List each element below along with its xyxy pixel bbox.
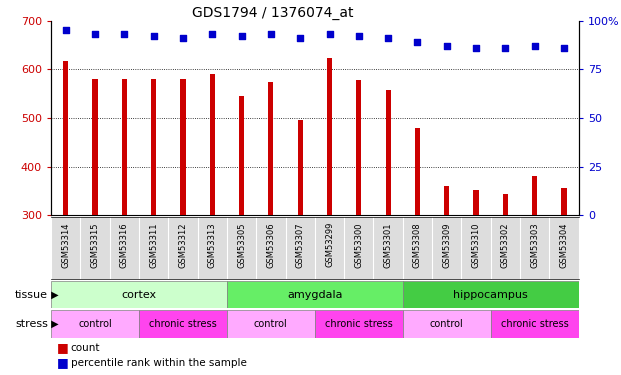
Bar [356, 80, 361, 215]
Point [501, 45, 510, 51]
Bar [561, 189, 567, 215]
Point [178, 35, 188, 41]
Text: GSM53316: GSM53316 [120, 222, 129, 268]
Text: GSM53303: GSM53303 [530, 222, 539, 268]
Point [295, 35, 305, 41]
Text: cortex: cortex [121, 290, 156, 300]
Bar [51, 281, 227, 308]
Text: chronic stress: chronic stress [325, 319, 392, 329]
Bar [227, 310, 315, 338]
Text: control: control [430, 319, 464, 329]
Point [207, 31, 217, 37]
Bar [491, 310, 579, 338]
Bar [268, 82, 273, 215]
Point [119, 31, 129, 37]
Bar [297, 120, 303, 215]
Text: GSM53315: GSM53315 [91, 222, 99, 268]
Bar [209, 74, 215, 215]
Point [412, 39, 422, 45]
Text: control: control [254, 319, 288, 329]
Text: GSM53299: GSM53299 [325, 222, 334, 267]
Bar [315, 310, 403, 338]
Point [383, 35, 393, 41]
Bar [444, 186, 450, 215]
Bar [403, 281, 579, 308]
Bar [403, 310, 491, 338]
Text: GSM53307: GSM53307 [296, 222, 305, 268]
Text: GSM53313: GSM53313 [207, 222, 217, 268]
Text: control: control [78, 319, 112, 329]
Point [90, 31, 100, 37]
Text: GDS1794 / 1376074_at: GDS1794 / 1376074_at [192, 6, 353, 20]
Bar [239, 96, 244, 215]
Bar [180, 78, 186, 215]
Text: GSM53301: GSM53301 [384, 222, 392, 268]
Text: chronic stress: chronic stress [501, 319, 569, 329]
Bar [122, 78, 127, 215]
Bar [327, 58, 332, 215]
Point [559, 45, 569, 51]
Text: percentile rank within the sample: percentile rank within the sample [71, 358, 247, 368]
Point [442, 43, 451, 49]
Bar [93, 78, 97, 215]
Bar [415, 128, 420, 215]
Text: ▶: ▶ [48, 290, 58, 300]
Bar [386, 90, 391, 215]
Bar [63, 61, 68, 215]
Bar [473, 190, 479, 215]
Text: ■: ■ [57, 356, 69, 369]
Point [61, 27, 71, 33]
Point [148, 33, 158, 39]
Point [237, 33, 247, 39]
Text: GSM53305: GSM53305 [237, 222, 246, 268]
Point [266, 31, 276, 37]
Text: stress: stress [15, 319, 48, 329]
Text: ▶: ▶ [48, 319, 58, 329]
Text: GSM53308: GSM53308 [413, 222, 422, 268]
Bar [51, 310, 139, 338]
Bar [139, 310, 227, 338]
Text: GSM53314: GSM53314 [61, 222, 70, 268]
Text: GSM53300: GSM53300 [355, 222, 363, 268]
Bar [227, 281, 403, 308]
Bar [532, 176, 537, 215]
Text: ■: ■ [57, 341, 69, 354]
Text: amygdala: amygdala [287, 290, 343, 300]
Point [530, 43, 540, 49]
Text: GSM53312: GSM53312 [178, 222, 188, 268]
Text: tissue: tissue [15, 290, 48, 300]
Text: GSM53302: GSM53302 [501, 222, 510, 268]
Bar [151, 78, 156, 215]
Text: GSM53311: GSM53311 [149, 222, 158, 268]
Bar [503, 194, 508, 215]
Text: GSM53306: GSM53306 [266, 222, 275, 268]
Text: count: count [71, 343, 101, 352]
Text: chronic stress: chronic stress [149, 319, 217, 329]
Text: hippocampus: hippocampus [453, 290, 528, 300]
Text: GSM53310: GSM53310 [471, 222, 481, 268]
Point [471, 45, 481, 51]
Text: GSM53304: GSM53304 [560, 222, 569, 268]
Point [325, 31, 335, 37]
Text: GSM53309: GSM53309 [442, 222, 451, 268]
Point [354, 33, 364, 39]
